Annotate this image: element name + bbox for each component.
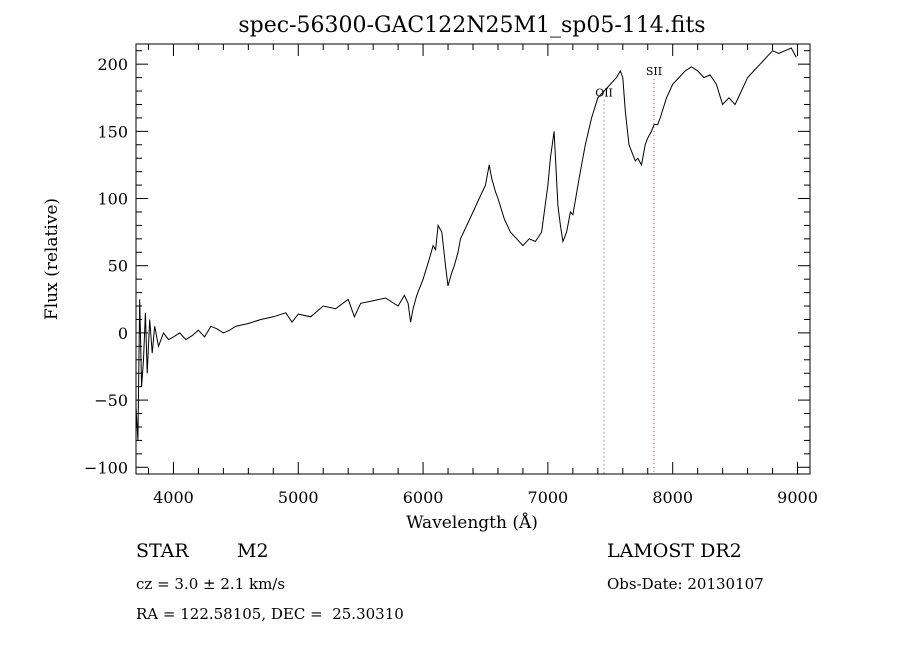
- spectrum-chart: spec-56300-GAC122N25M1_sp05-114.fits 400…: [42, 13, 818, 533]
- x-axis-label: Wavelength (Å): [406, 512, 538, 533]
- spectrum-line: [135, 47, 797, 441]
- y-tick-label: 0: [118, 324, 128, 343]
- y-axis-label: Flux (relative): [42, 198, 62, 320]
- y-tick-label: 200: [97, 55, 128, 74]
- axis-ticks: [136, 44, 810, 474]
- survey-name: LAMOST DR2: [607, 540, 742, 562]
- plot-frame: [135, 43, 811, 475]
- chart-title: spec-56300-GAC122N25M1_sp05-114.fits: [238, 13, 705, 38]
- y-tick-label: 100: [97, 190, 128, 209]
- x-tick-label: 7000: [528, 488, 569, 507]
- x-tick-label: 6000: [403, 488, 444, 507]
- line-marker-label: SII: [646, 65, 662, 78]
- y-tick-label: −100: [84, 458, 128, 477]
- y-tick-label: 50: [108, 257, 128, 276]
- coordinates-text: RA = 122.58105, DEC = 25.30310: [136, 605, 404, 623]
- object-subclass: M2: [237, 540, 269, 562]
- x-tick-label: 9000: [777, 488, 818, 507]
- object-class: STAR: [136, 540, 189, 562]
- x-tick-label: 8000: [652, 488, 693, 507]
- y-tick-label: 150: [97, 122, 128, 141]
- observation-date: Obs-Date: 20130107: [607, 575, 764, 593]
- redshift-text: cz = 3.0 ± 2.1 km/s: [136, 575, 286, 593]
- x-tick-label: 4000: [153, 488, 194, 507]
- y-tick-labels: −100 −50 0 50 100 150 200: [84, 55, 128, 477]
- x-tick-labels: 4000 5000 6000 7000 8000 9000: [153, 488, 818, 507]
- x-tick-label: 5000: [278, 488, 319, 507]
- y-tick-label: −50: [94, 391, 128, 410]
